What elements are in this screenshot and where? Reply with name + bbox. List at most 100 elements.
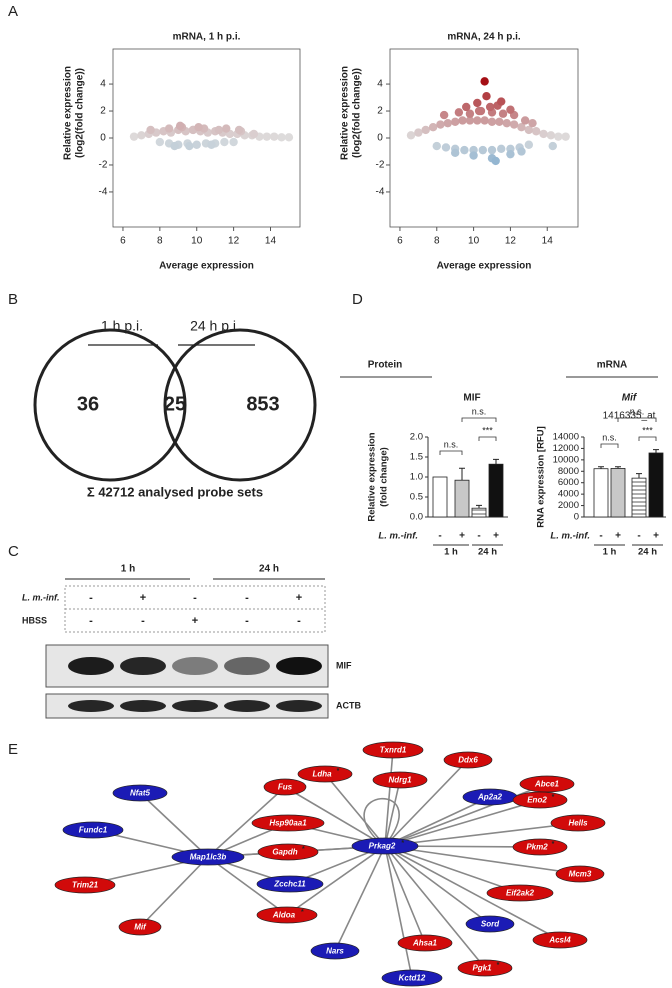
- y-tick-label: 10000: [553, 454, 579, 465]
- node-label-text: Ndrg1: [388, 776, 412, 785]
- y-tick-label: -2: [376, 160, 385, 171]
- node-label: Ndrg1: [388, 776, 412, 785]
- network-edge: [286, 845, 386, 916]
- y-axis-label: Relative expression: [367, 432, 378, 521]
- y-axis-label: Relative expression: [340, 66, 351, 160]
- band-label: ACTB: [336, 700, 361, 710]
- data-point: [495, 117, 504, 127]
- data-point: [506, 149, 515, 159]
- data-point: [155, 137, 165, 147]
- data-point: [546, 131, 556, 140]
- data-point: [487, 117, 497, 127]
- x-tick-label: +: [459, 531, 465, 542]
- network-edge: [384, 779, 401, 847]
- data-point: [436, 120, 445, 129]
- data-point: [450, 148, 460, 158]
- node-label: Eno2: [527, 796, 547, 805]
- node-label-text: Pgk1: [472, 964, 492, 973]
- venn-circle: [163, 328, 317, 482]
- x-tick-label: 6: [397, 236, 403, 247]
- y-tick-label: 8000: [558, 466, 579, 477]
- group-label: 24 h: [638, 547, 657, 558]
- error-bar: [476, 504, 482, 509]
- data-point: [491, 156, 500, 166]
- y-axis-label: RNA expression [RFU]: [536, 426, 547, 528]
- network-node: [397, 934, 453, 952]
- data-point: [421, 125, 430, 135]
- y-tick-label: 14000: [553, 432, 579, 443]
- network-node: [62, 821, 124, 839]
- network-node: [256, 875, 324, 893]
- node-label: Ddx6: [458, 756, 478, 765]
- panel-label: D: [352, 291, 363, 308]
- node-label-text: Gapdh: [272, 848, 297, 857]
- group-label: 24 h: [478, 547, 497, 558]
- chart-subtitle: 1416335_at: [603, 411, 656, 422]
- data-point: [462, 102, 471, 112]
- node-label: Gapdh: [272, 848, 297, 857]
- data-point: [469, 151, 478, 160]
- significance-label: ***: [482, 425, 493, 435]
- y-tick-label: 2: [100, 106, 106, 117]
- node-label: Trim21: [72, 881, 99, 890]
- data-point: [428, 123, 438, 132]
- y-tick-label: 0: [100, 133, 106, 144]
- x-tick-label: -: [637, 531, 640, 542]
- bar: [648, 452, 664, 518]
- data-point: [487, 145, 497, 155]
- data-point: [539, 129, 548, 139]
- network-node: [310, 942, 360, 960]
- node-label: Eif2ak2: [506, 889, 535, 898]
- data-point: [277, 133, 286, 142]
- network-edge: [207, 856, 288, 916]
- blot-band: [276, 700, 322, 712]
- node-label: Ahsa1: [412, 939, 438, 948]
- node-label: Txnrd1: [380, 746, 407, 755]
- node-label: Nfat5: [130, 789, 151, 798]
- data-point: [528, 118, 537, 128]
- y-tick-label: 0.0: [410, 512, 423, 523]
- significance-bracket: [478, 436, 497, 441]
- network-edge: [384, 845, 581, 875]
- network-edge: [334, 845, 386, 952]
- network-edge: [384, 845, 426, 944]
- node-label-mark: *: [552, 794, 555, 801]
- node-label: Mif: [134, 923, 147, 932]
- y-tick-label: 0: [574, 512, 579, 523]
- network-node: [555, 865, 605, 883]
- significance-bracket: [461, 417, 497, 422]
- node-label-text: Ap2a2: [477, 793, 503, 802]
- error-bar: [653, 449, 659, 453]
- node-label-text: Prkag2: [369, 842, 396, 851]
- node-label-text: Hsp90aa1: [269, 819, 307, 828]
- y-axis-label: (log2(fold change)): [352, 68, 363, 158]
- y-tick-label: -4: [99, 187, 108, 198]
- data-point: [517, 123, 526, 132]
- network-edge: [384, 796, 491, 847]
- node-label-mark: *: [497, 962, 500, 969]
- node-label-mark: *: [301, 909, 304, 916]
- node-label: Nars: [326, 947, 344, 956]
- node-label-text: Acsl4: [548, 936, 571, 945]
- network-edge: [384, 749, 394, 847]
- node-label: Ldha: [312, 770, 332, 779]
- node-label-text: Txnrd1: [380, 746, 407, 755]
- y-tick-label: 2.0: [410, 432, 423, 443]
- y-tick-label: -4: [376, 187, 385, 198]
- node-label-text: Map1lc3b: [190, 853, 227, 862]
- network-node: [256, 906, 318, 924]
- y-axis-label: Relative expression: [63, 66, 74, 160]
- network-edge: [384, 845, 486, 969]
- bar: [610, 468, 626, 518]
- y-tick-label: 2000: [558, 500, 579, 511]
- panel-label: B: [8, 291, 18, 308]
- panel-label: E: [8, 741, 18, 758]
- x-tick-label: 8: [434, 236, 440, 247]
- node-label-mark: *: [552, 841, 555, 848]
- condition-cell: +: [296, 592, 302, 604]
- x-tick-label: 14: [265, 236, 277, 247]
- node-label-text: Fus: [278, 783, 293, 792]
- node-label-text: Fundc1: [79, 826, 108, 835]
- node-label: Abce1: [534, 780, 560, 789]
